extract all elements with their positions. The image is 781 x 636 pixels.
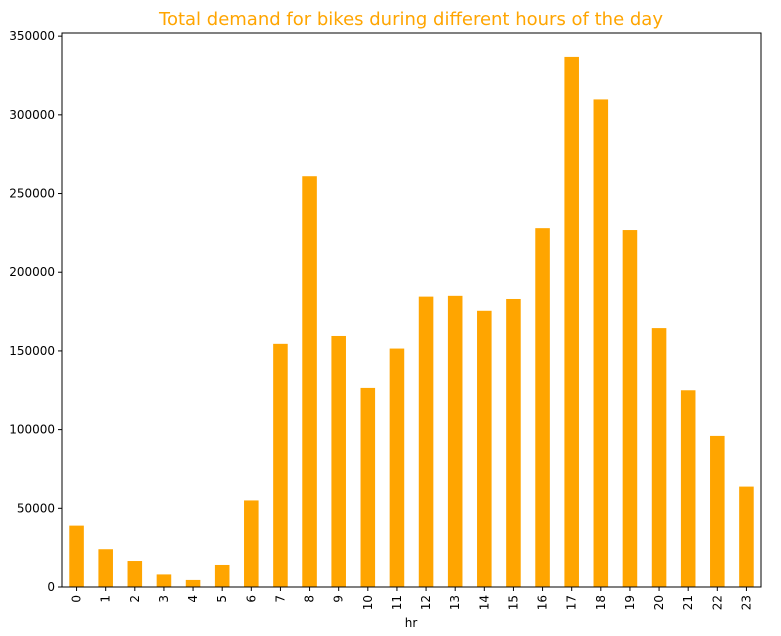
x-tick-label: 11 — [390, 595, 404, 610]
bar-hr-5 — [214, 564, 230, 587]
x-tick-label: 1 — [99, 595, 113, 603]
x-tick-label: 6 — [244, 595, 258, 603]
y-tick-label: 200000 — [9, 265, 55, 279]
x-axis-label: hr — [405, 616, 418, 630]
bar-hr-13 — [447, 295, 463, 587]
y-tick-label: 100000 — [9, 423, 55, 437]
bar-hr-0 — [69, 525, 84, 587]
bar-hr-2 — [127, 561, 143, 587]
x-tick-label: 22 — [710, 595, 724, 610]
bar-hr-17 — [564, 56, 579, 588]
y-tick-label: 50000 — [17, 501, 55, 515]
x-tick-label: 7 — [273, 595, 287, 603]
bar-hr-15 — [506, 298, 521, 587]
x-tick-label: 9 — [332, 595, 346, 603]
y-tick-label: 0 — [47, 580, 55, 594]
y-tick-label: 250000 — [9, 187, 55, 201]
x-tick-label: 0 — [70, 595, 84, 603]
x-tick-label: 17 — [565, 595, 579, 610]
x-tick-label: 13 — [448, 595, 462, 610]
bar-hr-8 — [302, 176, 317, 587]
bar-hr-14 — [477, 310, 492, 587]
x-axis: 0 1 2 3 4 5 6 7 8 9 10 11 12 13 14 15 16 17 18 19 20 21 22 23 — [70, 587, 753, 610]
bar-hr-10 — [360, 387, 376, 587]
bar-hr-6 — [244, 500, 259, 587]
bar-hr-22 — [710, 435, 725, 587]
bar-hr-12 — [418, 296, 434, 587]
x-tick-label: 16 — [536, 595, 550, 610]
x-tick-label: 21 — [681, 595, 695, 610]
x-tick-label: 23 — [739, 595, 753, 610]
x-tick-label: 20 — [652, 595, 666, 610]
bar-hr-19 — [622, 230, 638, 588]
x-tick-label: 15 — [506, 595, 520, 610]
plot-frame — [61, 32, 762, 588]
x-tick-label: 18 — [594, 595, 608, 610]
x-tick-label: 14 — [477, 595, 491, 610]
bar-hr-11 — [389, 348, 405, 587]
y-axis: 0 50000 100000 150000 200000 250000 300000 3500… — [9, 29, 62, 594]
x-tick-label: 10 — [361, 595, 375, 610]
bar-hr-3 — [156, 574, 172, 587]
x-tick-label: 8 — [303, 595, 317, 603]
bar-hr-4 — [185, 579, 201, 587]
y-tick-label: 300000 — [9, 108, 55, 122]
bar-hr-7 — [273, 343, 288, 587]
bar-hr-21 — [680, 390, 696, 587]
x-tick-label: 5 — [215, 595, 229, 603]
y-tick-label: 350000 — [9, 29, 55, 43]
x-tick-label: 19 — [623, 595, 637, 610]
bars — [69, 56, 754, 588]
bar-hr-23 — [739, 486, 754, 587]
y-tick-label: 150000 — [9, 344, 55, 358]
x-tick-label: 12 — [419, 595, 433, 610]
bar-hr-1 — [98, 549, 113, 587]
bar-hr-18 — [593, 99, 609, 588]
x-tick-label: 2 — [128, 595, 142, 603]
bar-hr-20 — [651, 328, 667, 587]
bar-hr-16 — [535, 228, 550, 587]
x-tick-label: 4 — [186, 595, 200, 603]
chart-title: Total demand for bikes during different … — [158, 9, 663, 30]
x-tick-label: 3 — [157, 595, 171, 603]
bar-hr-9 — [331, 335, 346, 587]
